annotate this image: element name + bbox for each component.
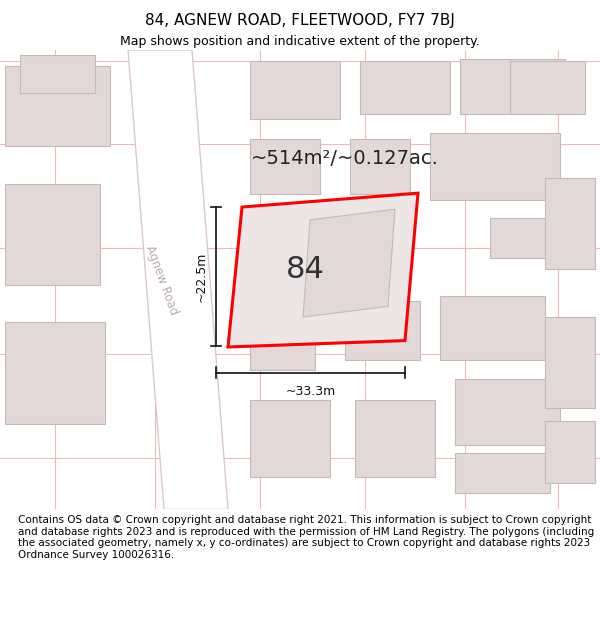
Text: 84, AGNEW ROAD, FLEETWOOD, FY7 7BJ: 84, AGNEW ROAD, FLEETWOOD, FY7 7BJ [145,12,455,28]
Bar [20,56,95,92]
Bar [460,59,565,114]
Bar [335,208,405,255]
Text: Map shows position and indicative extent of the property.: Map shows position and indicative extent… [120,35,480,48]
Bar [350,139,410,194]
Bar [5,66,110,146]
Bar [545,317,595,408]
Bar [250,139,320,194]
Text: ~22.5m: ~22.5m [195,251,208,302]
Bar [455,452,550,493]
Text: Agnew Road: Agnew Road [143,243,181,316]
Bar [355,401,435,478]
Bar [545,421,595,482]
Polygon shape [128,50,228,509]
Text: 84: 84 [286,254,325,284]
Bar [5,184,100,285]
Bar [545,178,595,269]
Bar [510,61,585,114]
Bar [5,322,105,424]
Text: ~514m²/~0.127ac.: ~514m²/~0.127ac. [251,149,439,169]
Polygon shape [228,193,418,347]
Text: Contains OS data © Crown copyright and database right 2021. This information is : Contains OS data © Crown copyright and d… [18,515,594,560]
Bar [455,379,560,445]
Bar [440,296,545,360]
Bar [250,301,315,371]
Bar [430,133,560,199]
Bar [345,301,420,360]
Bar [490,217,575,258]
Bar [360,61,450,114]
Text: ~33.3m: ~33.3m [286,386,335,399]
Bar [250,61,340,119]
Polygon shape [303,209,395,317]
Bar [250,401,330,478]
Bar [250,214,310,258]
